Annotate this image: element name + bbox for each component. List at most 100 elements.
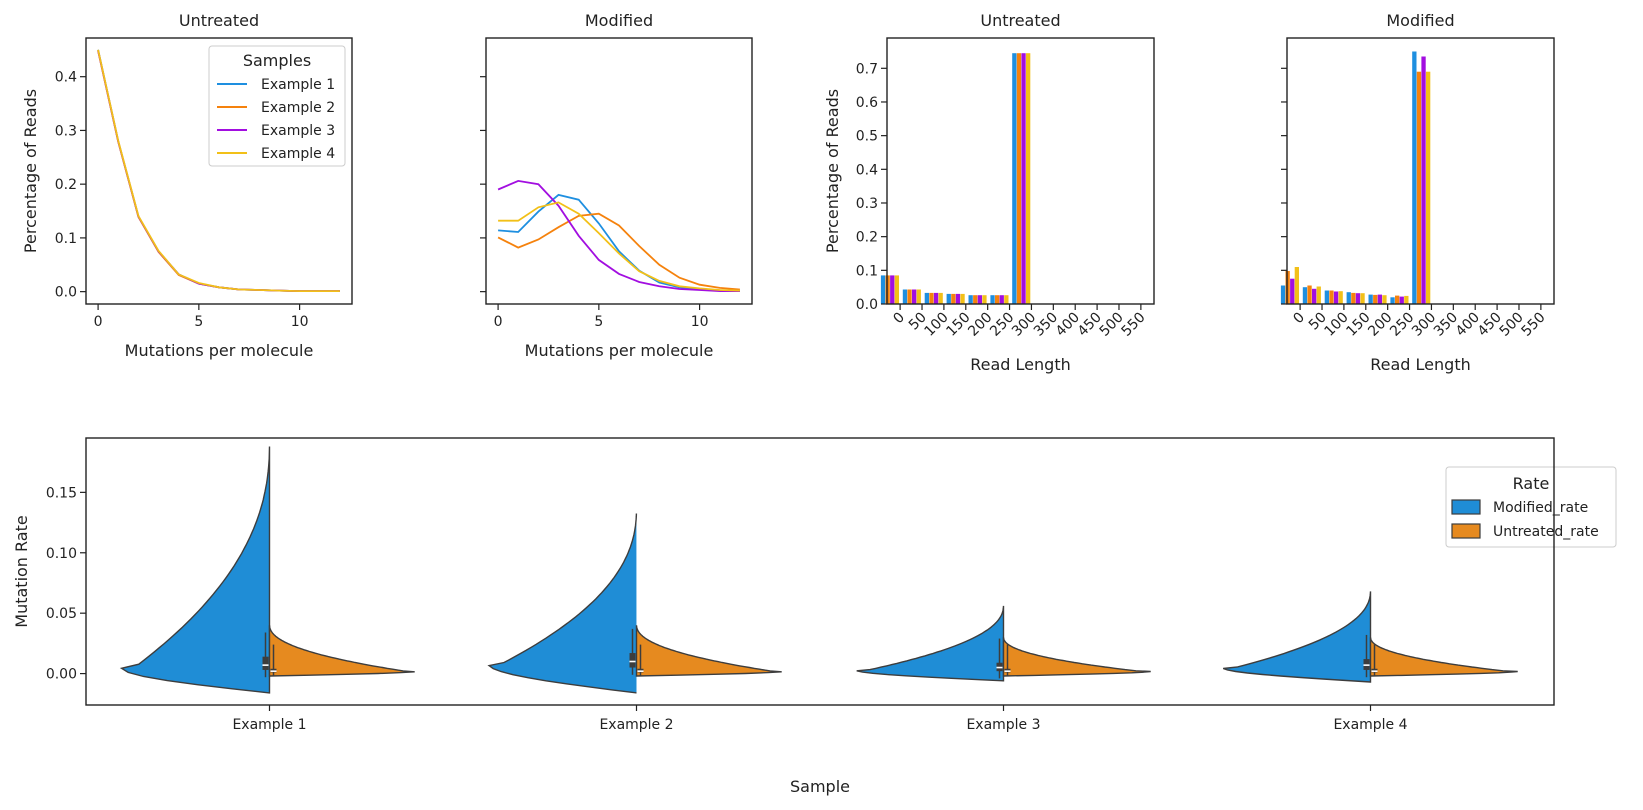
- bar: [1373, 294, 1378, 304]
- bar: [1338, 291, 1343, 304]
- x-axis-label: Read Length: [970, 355, 1070, 374]
- bar: [960, 293, 965, 304]
- chart-title: Modified: [1386, 11, 1454, 30]
- bar: [1324, 290, 1329, 304]
- y-tick-label: 0.3: [55, 123, 77, 139]
- x-tick-label: Example 4: [1333, 717, 1407, 733]
- x-tick-label: 10: [291, 314, 309, 330]
- bar: [880, 275, 886, 304]
- bar: [1316, 286, 1321, 304]
- legend-label: Example 1: [261, 77, 335, 93]
- y-tick-label: 0.2: [55, 177, 77, 193]
- mutation-rate-violin-chart: Example 1 Example 2 Example 3 Example 4 0.00…: [12, 446, 1617, 796]
- untreated-mutations-chart: Untreated 0 5 10 0.0 0.1 0.2 0.3 0.4 Mutations pe…: [21, 11, 346, 360]
- bar: [929, 292, 934, 304]
- bar: [977, 295, 982, 304]
- legend-title: Rate: [1513, 474, 1550, 493]
- bar: [990, 295, 995, 304]
- bar: [902, 289, 908, 304]
- bar: [907, 289, 912, 304]
- y-axis-label: Percentage of Reads: [823, 89, 842, 253]
- bar: [1360, 293, 1365, 304]
- y-tick-label: 0.4: [856, 162, 878, 178]
- bar: [1404, 295, 1409, 304]
- bar: [1382, 295, 1387, 304]
- chart-title: Untreated: [179, 11, 259, 30]
- violin-half-modified: [119, 446, 271, 694]
- bar: [995, 295, 1000, 304]
- bar: [924, 292, 929, 304]
- y-axis-label: Percentage of Reads: [21, 89, 40, 253]
- violin-2: [487, 513, 782, 694]
- bar: [1312, 288, 1317, 304]
- y-tick-label: 0.5: [856, 129, 878, 145]
- bar: [973, 295, 978, 304]
- y-tick-label: 0.7: [856, 61, 878, 77]
- iqr-box: [629, 653, 636, 668]
- x-tick-label: Example 1: [232, 717, 306, 733]
- bar: [912, 289, 917, 304]
- x-tick-label: 5: [194, 314, 203, 330]
- y-tick-label: 0.6: [856, 95, 878, 111]
- bar: [1395, 295, 1400, 304]
- violin-half-modified: [856, 605, 1005, 682]
- chart-title: Untreated: [980, 11, 1060, 30]
- modified-mutations-chart: Modified 0 5 10 Mutations per molecule: [480, 11, 740, 360]
- violin-half-untreated: [1002, 637, 1151, 677]
- bar: [1390, 297, 1395, 304]
- bar: [1399, 296, 1404, 304]
- bar: [1280, 285, 1286, 304]
- plot-frame: [1286, 37, 1555, 305]
- y-tick-label: 0.10: [46, 546, 77, 562]
- legend-label: Example 4: [261, 146, 335, 162]
- violin-4: [1222, 591, 1518, 683]
- x-tick-label: 5: [594, 314, 603, 330]
- legend-label: Example 3: [261, 123, 335, 139]
- bar: [1355, 293, 1361, 304]
- x-tick-label: 550: [1118, 310, 1148, 340]
- violin-1: [119, 446, 415, 694]
- y-tick-label: 0.3: [856, 196, 878, 212]
- bar: [1412, 51, 1417, 304]
- bar: [946, 293, 951, 304]
- untreated-readlength-chart: Untreated0501001502002503003504004505005…: [823, 11, 1149, 374]
- bar: [999, 295, 1004, 304]
- plot-frame: [85, 37, 353, 305]
- violin-half-untreated: [1369, 637, 1518, 677]
- bar: [1351, 292, 1356, 304]
- violin-3: [856, 605, 1151, 682]
- plot-frame: [886, 37, 1155, 305]
- legend-box: [208, 45, 346, 167]
- bar: [890, 275, 895, 304]
- y-tick-label: 0.1: [55, 231, 77, 247]
- legend: Samples Example 1 Example 2 Example 3 Exampl…: [208, 45, 346, 167]
- y-tick-label: 0.0: [856, 297, 878, 313]
- legend-label: Untreated_rate: [1493, 524, 1599, 540]
- x-axis-label: Read Length: [1370, 355, 1470, 374]
- y-tick-label: 0.0: [55, 285, 77, 301]
- legend-swatch-2: [1451, 523, 1481, 539]
- series-line-4: [498, 201, 740, 292]
- bar: [1346, 292, 1351, 304]
- iqr-box: [262, 656, 269, 670]
- bar: [916, 289, 921, 304]
- y-tick-label: 0.1: [856, 263, 878, 279]
- violin-half-modified: [487, 513, 638, 694]
- bar: [955, 293, 961, 304]
- legend: Rate Modified_rate Untreated_rate: [1445, 466, 1617, 548]
- plot-frame: [85, 437, 1555, 706]
- violin-half-untreated: [635, 625, 782, 677]
- x-tick-label: 0: [890, 310, 908, 328]
- legend-label: Example 2: [261, 100, 335, 116]
- bar: [1016, 53, 1022, 305]
- bar: [1377, 294, 1382, 304]
- chart-title: Modified: [585, 11, 653, 30]
- x-tick-label: 0: [494, 314, 503, 330]
- bar: [1004, 295, 1009, 304]
- modified-readlength-chart: Modified05010015020025030035040045050055…: [1280, 11, 1549, 374]
- bar: [968, 295, 973, 304]
- x-tick-label: 0: [94, 314, 103, 330]
- y-axis-label: Mutation Rate: [12, 515, 31, 627]
- y-tick-label: 0.2: [856, 230, 878, 246]
